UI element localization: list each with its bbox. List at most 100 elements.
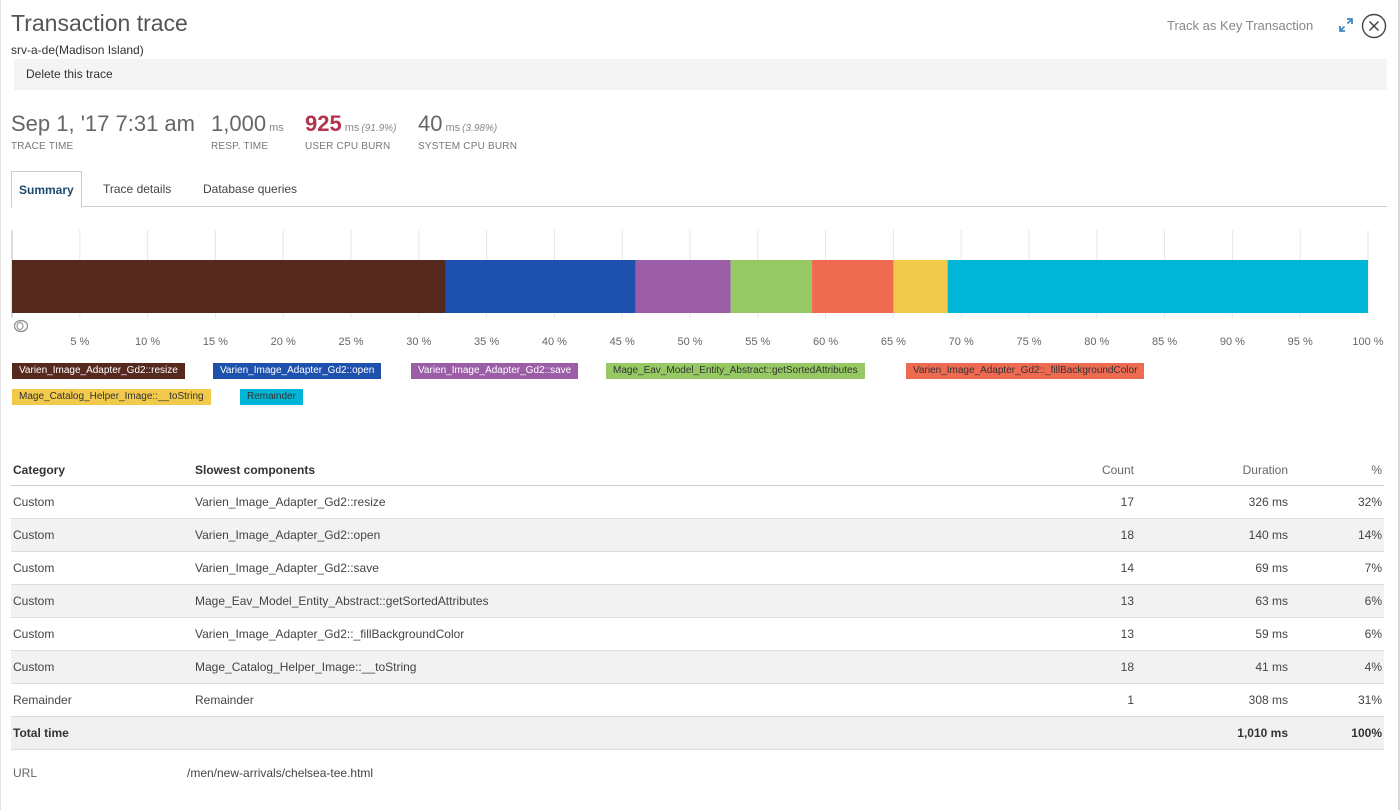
total-cell-category: Total time [11, 716, 193, 750]
tick-label: 45 % [610, 336, 635, 348]
tab-summary[interactable]: Summary [11, 171, 82, 208]
metric-unit: ms [445, 122, 461, 134]
action-bar: Delete this trace [14, 59, 1387, 90]
cell-category: Custom [11, 518, 193, 552]
cell-component: Remainder [193, 683, 1012, 717]
cell-category: Custom [11, 551, 193, 585]
bar-segment[interactable] [812, 260, 894, 313]
cell-category: Custom [11, 650, 193, 684]
metric-label: TRACE TIME [11, 141, 74, 152]
table-row[interactable]: Custom Varien_Image_Adapter_Gd2::open 18 14… [11, 518, 1384, 552]
tick-label: 15 % [203, 336, 228, 348]
tick-label: 25 % [338, 336, 363, 348]
cell-percent: 14% [1290, 518, 1384, 552]
app-subtitle: srv-a-de(Madison Island) [11, 43, 144, 57]
total-cell-percent: 100% [1290, 716, 1384, 750]
tick-label: 50 % [677, 336, 702, 348]
legend-item[interactable]: Varien_Image_Adapter_Gd2::_fillBackgroun… [906, 363, 1145, 379]
bar-segment[interactable] [730, 260, 813, 313]
metric-percent: (91.9%) [361, 123, 397, 134]
bar-segment[interactable] [893, 260, 948, 313]
total-cell-component [193, 716, 1012, 750]
cell-category: Custom [11, 485, 193, 519]
legend-item[interactable]: Varien_Image_Adapter_Gd2::open [213, 363, 382, 379]
tick-label: 10 % [135, 336, 160, 348]
metric-unit: ms [269, 122, 284, 134]
table-row[interactable]: Custom Varien_Image_Adapter_Gd2::resize 17… [11, 485, 1384, 519]
total-row: Total time 1,010 ms 100% [11, 716, 1384, 750]
bar-segment[interactable] [12, 260, 446, 313]
cell-component: Varien_Image_Adapter_Gd2::open [193, 518, 1012, 552]
cell-component: Varien_Image_Adapter_Gd2::save [193, 551, 1012, 585]
tick-label: 55 % [745, 336, 770, 348]
cell-count: 13 [1012, 584, 1136, 618]
cell-count: 13 [1012, 617, 1136, 651]
slider-handle[interactable] [13, 319, 29, 333]
cell-duration: 140 ms [1136, 518, 1290, 552]
table-row[interactable]: Remainder Remainder 1 308 ms 31% [11, 683, 1384, 717]
expand-icon[interactable] [1338, 17, 1354, 33]
tab-trace-details[interactable]: Trace details [103, 182, 172, 196]
col-header-duration: Duration [1136, 455, 1290, 486]
breakdown-chart: 5 % 10 % 15 % 20 % 25 % 30 % 35 % 40 % 45 % 50 % 5… [11, 230, 1384, 348]
cell-percent: 7% [1290, 551, 1384, 585]
cell-count: 1 [1012, 683, 1136, 717]
total-cell-duration: 1,010 ms [1136, 716, 1290, 750]
cell-duration: 59 ms [1136, 617, 1290, 651]
metric-trace-time: Sep 1, '17 7:31 am TRACE TIME [11, 111, 195, 152]
total-cell-count [1012, 716, 1136, 750]
tick-label: 90 % [1220, 336, 1245, 348]
cell-count: 18 [1012, 518, 1136, 552]
col-header-percent: % [1290, 455, 1384, 486]
table-row[interactable]: Custom Mage_Catalog_Helper_Image::__toStr… [11, 650, 1384, 684]
col-header-components: Slowest components [193, 455, 1012, 486]
tick-label: 85 % [1152, 336, 1177, 348]
bar-segment[interactable] [947, 260, 1368, 313]
tick-label: 60 % [813, 336, 838, 348]
legend-item[interactable]: Varien_Image_Adapter_Gd2::save [411, 363, 579, 379]
tick-label: 70 % [949, 336, 974, 348]
metric-resp-time: 1,000 ms RESP. TIME [211, 111, 284, 152]
frame-right-border [1398, 0, 1400, 810]
cell-count: 14 [1012, 551, 1136, 585]
frame-left-border [0, 0, 1, 810]
table-row[interactable]: Custom Varien_Image_Adapter_Gd2::save 14 69… [11, 551, 1384, 585]
tick-label: 35 % [474, 336, 499, 348]
table-row[interactable]: Custom Varien_Image_Adapter_Gd2::_fillBac… [11, 617, 1384, 651]
metric-value: 925 [305, 111, 342, 136]
bar-segment[interactable] [635, 260, 731, 313]
components-table: Category Slowest components Count Durati… [11, 455, 1384, 750]
cell-duration: 41 ms [1136, 650, 1290, 684]
metric-label: RESP. TIME [211, 141, 269, 152]
delete-trace-button[interactable]: Delete this trace [26, 67, 113, 81]
metric-percent: (3.98%) [462, 123, 498, 134]
cell-component: Mage_Eav_Model_Entity_Abstract::getSorte… [193, 584, 1012, 618]
cell-component: Varien_Image_Adapter_Gd2::_fillBackgroun… [193, 617, 1012, 651]
cell-percent: 32% [1290, 485, 1384, 519]
legend-item[interactable]: Remainder [240, 389, 303, 405]
tick-label: 40 % [542, 336, 567, 348]
legend-item[interactable]: Mage_Catalog_Helper_Image::__toString [12, 389, 211, 405]
metric-value: 40 [418, 111, 443, 136]
bar-segment[interactable] [445, 260, 636, 313]
cell-category: Custom [11, 617, 193, 651]
cell-category: Custom [11, 584, 193, 618]
close-icon[interactable] [1361, 13, 1387, 39]
tick-label: 100 % [1352, 336, 1383, 348]
track-key-transaction-link[interactable]: Track as Key Transaction [1167, 18, 1314, 33]
tick-label: 65 % [881, 336, 906, 348]
tick-label: 75 % [1016, 336, 1041, 348]
url-label: URL [13, 766, 38, 780]
legend-item[interactable]: Mage_Eav_Model_Entity_Abstract::getSorte… [606, 363, 865, 379]
metric-system-cpu: 40 ms (3.98%) SYSTEM CPU BURN [418, 111, 517, 152]
tick-label: 5 % [70, 336, 89, 348]
cell-count: 17 [1012, 485, 1136, 519]
metric-label: USER CPU BURN [305, 141, 391, 152]
metric-value: Sep 1, '17 7:31 am [11, 111, 195, 136]
table-row[interactable]: Custom Mage_Eav_Model_Entity_Abstract::ge… [11, 584, 1384, 618]
page-title: Transaction trace [11, 10, 188, 36]
tab-database-queries[interactable]: Database queries [203, 182, 298, 196]
cell-component: Varien_Image_Adapter_Gd2::resize [193, 485, 1012, 519]
cell-percent: 6% [1290, 584, 1384, 618]
legend-item[interactable]: Varien_Image_Adapter_Gd2::resize [12, 363, 185, 379]
